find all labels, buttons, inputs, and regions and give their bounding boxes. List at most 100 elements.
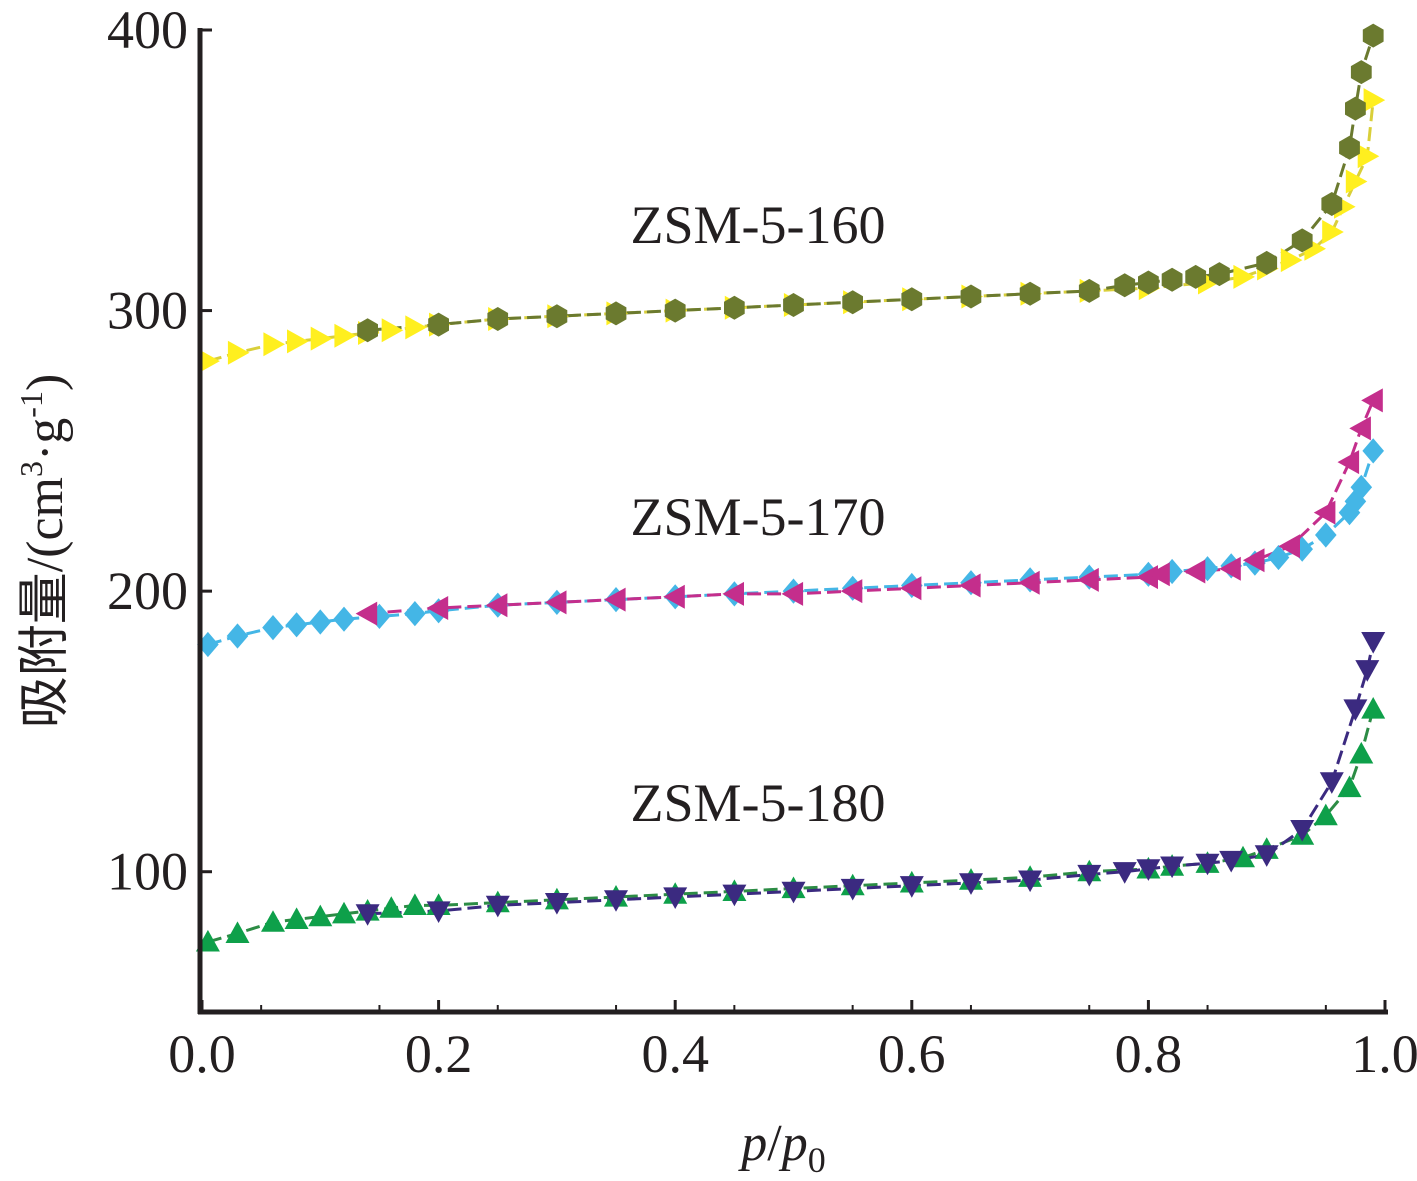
zsm-5-170-adsorption-point [1362, 438, 1384, 464]
zsm-5-180-desorption-point [722, 884, 747, 907]
zsm-5-180-desorption-point [485, 895, 510, 918]
zsm-5-160-desorption-point [428, 312, 449, 337]
x-axis-ticks: 0.0 0.2 0.4 0.6 0.8 1.0 [168, 1000, 1417, 1084]
zsm-5-160-desorption-point [1350, 60, 1372, 85]
x-title-p: p [737, 1115, 767, 1172]
x-title-slash: / [767, 1115, 782, 1172]
zsm-5-160-adsorption-point [263, 332, 285, 357]
zsm-5-160-desorption-point [901, 287, 923, 312]
zsm-5-170-desorption-point [722, 581, 744, 606]
zsm-5-160-desorption-point [960, 284, 982, 309]
zsm-5-170-adsorption-point [333, 606, 355, 632]
zsm-5-180-desorption-point [1195, 853, 1220, 876]
zsm-5-180-adsorption-point [1313, 803, 1338, 826]
zsm-5-180-adsorption-point [308, 904, 333, 927]
zsm-5-160-desorption-point [1185, 264, 1207, 289]
zsm-5-160-adsorption-point [1233, 264, 1255, 289]
y-axis-title: 吸附量/(cm3·g-1) [13, 374, 74, 729]
x-tick-label: 0.0 [168, 1024, 236, 1084]
zsm-5-180-adsorption-point [1337, 775, 1362, 798]
y-tick-label: 300 [107, 281, 188, 341]
zsm-5-170-desorption-point [959, 573, 981, 598]
zsm-5-170-desorption-point [604, 587, 626, 612]
zsm-5-160-desorption-point [1209, 262, 1230, 287]
zsm-5-180-desorption-point [1112, 862, 1137, 884]
x-title-sub: 0 [808, 1140, 826, 1180]
zsm-5-180-desorption-point [1355, 660, 1380, 682]
x-title-p0: p [778, 1115, 808, 1172]
series-annotation: ZSM-5-170 [631, 487, 886, 547]
zsm-5-160-adsorption-point [1363, 88, 1386, 113]
zsm-5-160-adsorption-point [405, 315, 427, 340]
zsm-5-180-desorption-point [1219, 850, 1244, 873]
zsm-5-160-adsorption-point [227, 340, 250, 365]
zsm-5-180-adsorption-point [261, 910, 285, 932]
zsm-5-170-adsorption-point [226, 623, 249, 649]
zsm-5-160-adsorption-point [1345, 169, 1368, 194]
zsm-5-160-desorption-point [487, 307, 509, 331]
zsm-5-170-desorption-point [1337, 450, 1360, 475]
x-tick-label: 0.6 [878, 1024, 946, 1084]
zsm-5-170-adsorption-point [1267, 544, 1290, 571]
zsm-5-180-desorption-point [1254, 845, 1279, 867]
y-tick-label: 200 [107, 561, 188, 621]
zsm-5-160-adsorption-point [1357, 144, 1380, 169]
zsm-5-160-desorption-point [783, 293, 804, 317]
zsm-5-160-desorption-point [357, 318, 378, 343]
zsm-5-170-desorption-point [1018, 570, 1040, 595]
zsm-5-180-desorption-point [544, 893, 569, 915]
zsm-5-170-desorption-point [899, 576, 922, 601]
zsm-5-180-adsorption-point [284, 907, 309, 929]
zsm-5-160-desorption-point [724, 295, 745, 320]
zsm-5-160-desorption-point [842, 290, 863, 315]
zsm-5-170-desorption-point [1183, 559, 1206, 584]
zsm-5-180-desorption-point [1319, 772, 1344, 794]
y-title-sup2: -1 [13, 391, 49, 418]
zsm-5-170-desorption-point [485, 593, 508, 618]
zsm-5-160-desorption-point [1019, 281, 1041, 306]
zsm-5-180-desorption-point [781, 881, 806, 904]
y-title-sup1: 3 [13, 461, 49, 477]
zsm-5-180-desorption-point [1136, 859, 1161, 881]
zsm-5-180-adsorption-point [379, 896, 404, 918]
zsm-5-180-desorption-point [663, 887, 688, 909]
zsm-5-160-adsorption-point [1280, 248, 1303, 273]
zsm-5-170-desorption-point [840, 579, 863, 604]
zsm-5-170-desorption-point [1361, 388, 1383, 413]
zsm-5-160-adsorption-point [1322, 220, 1344, 244]
series-markers [195, 23, 1386, 952]
zsm-5-170-desorption-point [355, 601, 378, 626]
series-annotation: ZSM-5-160 [631, 195, 886, 255]
zsm-5-180-desorption-point [1343, 699, 1368, 721]
zsm-5-180-adsorption-point [1349, 741, 1374, 764]
zsm-5-170-adsorption-point [1315, 522, 1337, 548]
zsm-5-160-desorption-point [1345, 96, 1366, 121]
x-tick-label: 1.0 [1351, 1024, 1417, 1084]
zsm-5-180-desorption-point [1361, 632, 1386, 654]
zsm-5-180-desorption-point [1077, 864, 1102, 887]
zsm-5-180-adsorption-point [402, 893, 427, 915]
zsm-5-160-desorption-point [664, 298, 686, 323]
zsm-5-180-desorption-point [840, 878, 865, 901]
zsm-5-160-desorption-point [1291, 228, 1313, 253]
zsm-5-160-desorption-point [1114, 273, 1136, 298]
x-tick-label: 0.2 [405, 1024, 473, 1084]
y-tick-label: 400 [107, 0, 188, 60]
y-title-close: ) [17, 374, 74, 391]
zsm-5-170-desorption-point [1349, 416, 1371, 441]
zsm-5-170-desorption-point [663, 584, 685, 609]
zsm-5-180-adsorption-point [225, 921, 250, 943]
zsm-5-180-desorption-point [959, 873, 983, 895]
zsm-5-160-desorption-point [1161, 267, 1183, 292]
zsm-5-180-desorption-point [426, 901, 451, 923]
series-annotation: ZSM-5-180 [631, 773, 886, 833]
zsm-5-170-adsorption-point [1350, 474, 1373, 500]
zsm-5-160-desorption-line [367, 35, 1375, 332]
zsm-5-160-adsorption-point [310, 326, 333, 351]
axes [197, 28, 1388, 1015]
zsm-5-160-desorption-point [1078, 278, 1100, 303]
zsm-5-170-adsorption-point [262, 615, 284, 641]
y-axis-ticks: 100 200 300 400 [107, 0, 212, 902]
zsm-5-170-desorption-point [1242, 548, 1265, 573]
